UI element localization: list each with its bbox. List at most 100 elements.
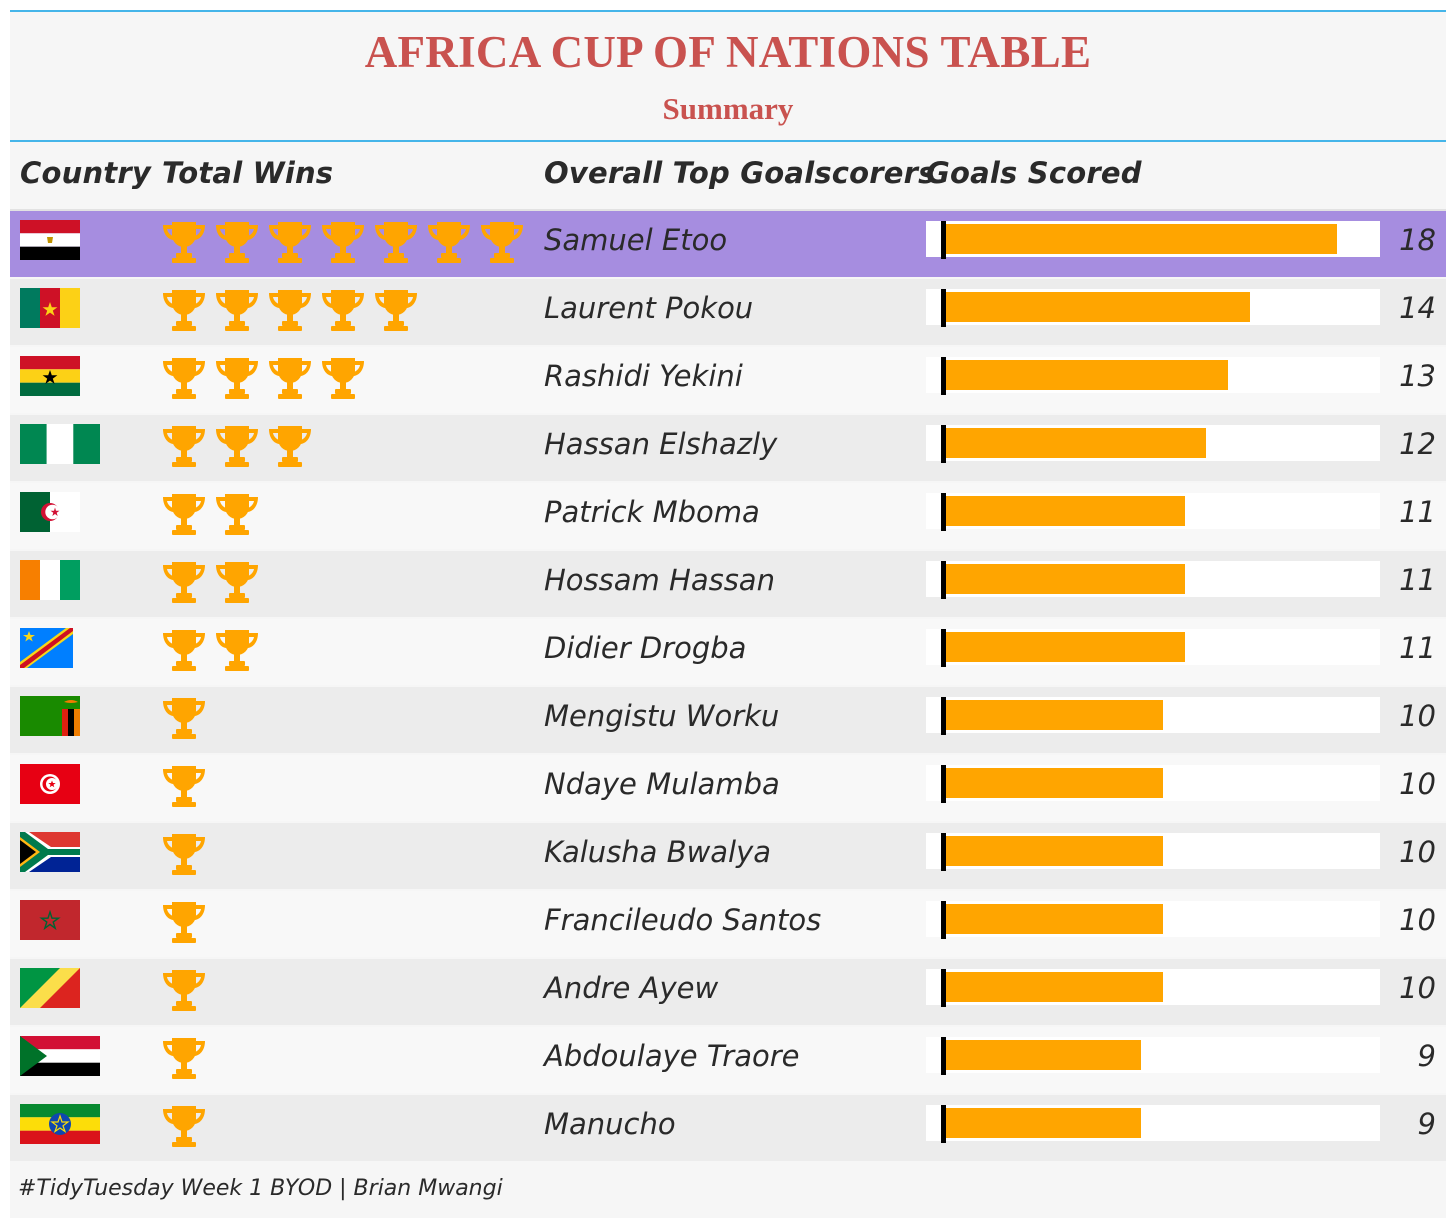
zambia-flag [20, 696, 80, 741]
trophy-icon [213, 627, 261, 673]
scorer-name: Rashidi Yekini [544, 359, 743, 393]
goals-bar [946, 292, 1250, 322]
goals-value: 10 [1399, 767, 1436, 801]
morocco-flag [20, 900, 80, 945]
trophy-icon [160, 219, 208, 265]
goals-bar-baseline [941, 289, 946, 327]
goals-bar-track [926, 833, 1380, 871]
goals-value: 13 [1399, 359, 1436, 393]
goals-bar-baseline [941, 425, 946, 463]
scorer-name: Abdoulaye Traore [544, 1039, 800, 1073]
south-africa-flag [20, 832, 80, 877]
goals-value: 10 [1399, 699, 1436, 733]
trophy-icon [160, 1103, 208, 1149]
table-row: Ndaye Mulamba 10 [10, 755, 1446, 821]
goals-value: 12 [1399, 427, 1436, 461]
trophy-icon [213, 219, 261, 265]
goals-bar-baseline [941, 561, 946, 599]
sudan-flag [20, 1036, 100, 1081]
goals-bar-track [926, 629, 1380, 667]
goals-bar [946, 836, 1163, 866]
trophy-icon [266, 355, 314, 401]
trophy-icon [213, 355, 261, 401]
trophy-icon [319, 355, 367, 401]
goals-bar-track [926, 289, 1380, 327]
goals-bar-track [926, 697, 1380, 735]
header-divider [10, 140, 1446, 142]
table-row: Patrick Mboma 11 [10, 483, 1446, 549]
goals-bar-track [926, 969, 1380, 1007]
table-header: AFRICA CUP OF NATIONS TABLE Summary [10, 12, 1446, 142]
trophy-icon [160, 695, 208, 741]
trophy-icon [160, 355, 208, 401]
table-row: Laurent Pokou 14 [10, 279, 1446, 345]
trophy-icon [160, 1035, 208, 1081]
congo-flag [20, 968, 80, 1013]
goals-bar-track [926, 221, 1380, 259]
trophy-icon [213, 491, 261, 537]
goals-value: 11 [1399, 495, 1436, 529]
scorer-name: Hossam Hassan [544, 563, 775, 597]
footer: #TidyTuesday Week 1 BYOD | Brian Mwangi [10, 1165, 1446, 1218]
ivory-coast-flag [20, 560, 80, 605]
trophy-icon [478, 219, 526, 265]
table-row: Samuel Etoo 18 [10, 211, 1446, 277]
goals-value: 10 [1399, 971, 1436, 1005]
trophy-icon [425, 219, 473, 265]
goals-value: 14 [1399, 291, 1436, 325]
trophy-icon [319, 287, 367, 333]
goals-value: 10 [1399, 835, 1436, 869]
table-row: Manucho 9 [10, 1095, 1446, 1161]
goals-bar-baseline [941, 221, 946, 259]
trophy-icon [160, 423, 208, 469]
goals-bar [946, 224, 1337, 254]
goals-bar-baseline [941, 901, 946, 939]
tunisia-flag [20, 764, 80, 809]
goals-bar-baseline [941, 833, 946, 871]
goals-bar-baseline [941, 629, 946, 667]
goals-bar [946, 428, 1206, 458]
scorer-name: Manucho [544, 1107, 676, 1141]
column-header-goals-scored: Goals Scored [926, 156, 1142, 190]
trophy-icon [160, 627, 208, 673]
table-row: Abdoulaye Traore 9 [10, 1027, 1446, 1093]
goals-bar-baseline [941, 357, 946, 395]
trophy-icon [160, 287, 208, 333]
algeria-flag [20, 492, 80, 537]
trophy-icon [160, 763, 208, 809]
goals-bar [946, 700, 1163, 730]
scorer-name: Francileudo Santos [544, 903, 822, 937]
goals-bar [946, 360, 1228, 390]
column-header-country: Country [20, 156, 151, 190]
table-row: Francileudo Santos 10 [10, 891, 1446, 957]
table-row: Mengistu Worku 10 [10, 687, 1446, 753]
scorer-name: Hassan Elshazly [544, 427, 778, 461]
goals-bar-baseline [941, 765, 946, 803]
table-row: Rashidi Yekini 13 [10, 347, 1446, 413]
goals-bar [946, 496, 1185, 526]
trophy-icon [160, 967, 208, 1013]
table-card: AFRICA CUP OF NATIONS TABLE Summary Coun… [10, 10, 1446, 1218]
goals-bar [946, 904, 1163, 934]
goals-bar-baseline [941, 969, 946, 1007]
scorer-name: Kalusha Bwalya [544, 835, 772, 869]
column-header-total-wins: Total Wins [162, 156, 334, 190]
scorer-name: Patrick Mboma [544, 495, 760, 529]
goals-bar [946, 1040, 1141, 1070]
goals-bar-track [926, 901, 1380, 939]
trophy-icon [372, 287, 420, 333]
trophy-icon [266, 219, 314, 265]
goals-bar-baseline [941, 1105, 946, 1143]
goals-bar-track [926, 1037, 1380, 1075]
goals-value: 11 [1399, 563, 1436, 597]
source-caption: #TidyTuesday Week 1 BYOD | Brian Mwangi [18, 1176, 503, 1201]
goals-bar-track [926, 765, 1380, 803]
goals-bar-track [926, 1105, 1380, 1143]
column-header-top-scorers: Overall Top Goalscorers [544, 156, 936, 190]
scorer-name: Samuel Etoo [544, 223, 728, 257]
trophy-icon [160, 559, 208, 605]
goals-value: 9 [1417, 1039, 1436, 1073]
goals-bar-track [926, 357, 1380, 395]
goals-bar-baseline [941, 1037, 946, 1075]
trophy-icon [160, 831, 208, 877]
